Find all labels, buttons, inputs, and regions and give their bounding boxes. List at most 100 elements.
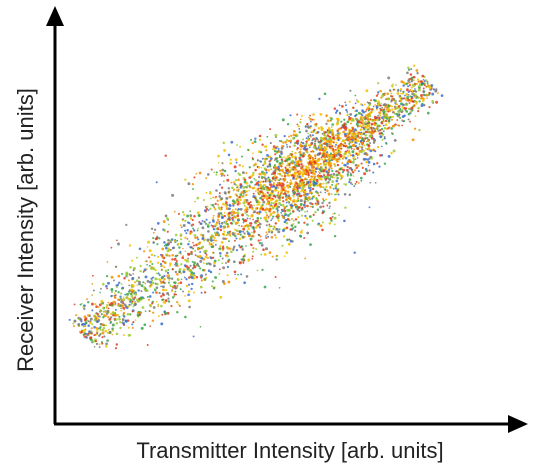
scatter-point — [326, 189, 329, 192]
scatter-point — [241, 218, 245, 221]
scatter-point — [121, 272, 124, 275]
scatter-point — [116, 313, 119, 317]
scatter-point — [196, 211, 200, 215]
scatter-point — [286, 181, 289, 184]
scatter-point — [407, 118, 410, 121]
scatter-point — [132, 273, 135, 275]
scatter-point — [152, 241, 155, 244]
scatter-point — [412, 75, 415, 79]
scatter-point — [156, 243, 159, 246]
scatter-point — [383, 126, 387, 130]
scatter-point — [272, 228, 275, 230]
scatter-point — [231, 214, 233, 217]
scatter-point — [186, 228, 189, 232]
scatter-point — [165, 288, 168, 292]
scatter-point — [93, 345, 96, 348]
scatter-point — [243, 281, 246, 285]
scatter-point — [410, 80, 414, 83]
scatter-point — [261, 175, 264, 179]
scatter-point — [274, 147, 278, 150]
scatter-point — [86, 298, 88, 301]
scatter-point — [320, 165, 323, 168]
scatter-point — [410, 106, 414, 110]
scatter-point — [237, 178, 240, 182]
scatter-point — [371, 119, 374, 122]
scatter-point — [321, 154, 325, 157]
scatter-point — [405, 88, 409, 92]
scatter-point — [251, 157, 254, 159]
scatter-point — [236, 189, 239, 192]
scatter-point — [282, 200, 285, 203]
scatter-point — [275, 166, 279, 169]
scatter-point — [280, 204, 282, 206]
scatter-point — [430, 84, 434, 87]
scatter-point — [293, 204, 296, 207]
scatter-point — [363, 126, 366, 129]
scatter-point — [231, 199, 235, 203]
scatter-point — [274, 178, 277, 181]
scatter-point — [432, 88, 436, 91]
scatter-point — [125, 273, 129, 277]
scatter-point — [212, 227, 216, 231]
y-axis-label: Receiver Intensity [arb. units] — [13, 88, 38, 372]
scatter-point — [230, 181, 233, 184]
scatter-point — [123, 277, 126, 280]
scatter-point — [284, 166, 287, 169]
scatter-point — [180, 226, 183, 229]
scatter-point — [270, 189, 274, 193]
scatter-point — [205, 262, 209, 266]
scatter-point — [358, 124, 362, 128]
scatter-point — [229, 158, 232, 161]
scatter-point — [102, 306, 105, 309]
scatter-point — [184, 229, 187, 232]
scatter-point — [376, 108, 378, 111]
scatter-point — [212, 214, 215, 217]
scatter-point — [216, 199, 219, 202]
scatter-point — [179, 242, 183, 246]
scatter-point — [252, 225, 255, 228]
scatter-point — [294, 229, 297, 232]
scatter-point — [325, 198, 328, 201]
scatter-point — [417, 80, 420, 83]
scatter-point — [170, 238, 174, 241]
scatter-point — [378, 165, 381, 168]
scatter-point — [337, 132, 340, 135]
scatter-point — [355, 152, 358, 155]
scatter-point — [184, 178, 187, 181]
scatter-point — [210, 256, 213, 260]
scatter-point — [250, 214, 253, 218]
scatter-point — [306, 151, 309, 154]
scatter-point — [226, 265, 230, 269]
scatter-point — [225, 233, 229, 237]
scatter-point — [242, 171, 245, 175]
scatter-point — [328, 177, 332, 181]
scatter-point — [101, 342, 104, 345]
scatter-point — [348, 180, 351, 184]
scatter-point — [367, 147, 371, 150]
scatter-point — [197, 265, 201, 268]
scatter-point — [285, 251, 288, 254]
scatter-point — [89, 333, 91, 336]
scatter-point — [262, 248, 265, 251]
scatter-point — [380, 102, 382, 105]
scatter-point — [354, 145, 358, 148]
scatter-point — [297, 190, 300, 193]
scatter-point — [320, 128, 324, 132]
scatter-point — [276, 254, 279, 257]
scatter-point — [372, 141, 376, 144]
scatter-point — [161, 313, 164, 316]
scatter-point — [346, 139, 349, 142]
scatter-point — [325, 114, 328, 117]
scatter-point — [274, 159, 276, 162]
scatter-point — [318, 152, 322, 155]
scatter-point — [360, 162, 363, 165]
scatter-point — [283, 220, 286, 224]
scatter-point — [91, 309, 94, 312]
scatter-point — [241, 236, 245, 239]
scatter-point — [221, 257, 224, 260]
scatter-point — [218, 272, 221, 275]
scatter-point — [252, 152, 254, 155]
scatter-point — [226, 174, 229, 177]
scatter-point — [165, 217, 169, 220]
scatter-point — [167, 297, 170, 300]
